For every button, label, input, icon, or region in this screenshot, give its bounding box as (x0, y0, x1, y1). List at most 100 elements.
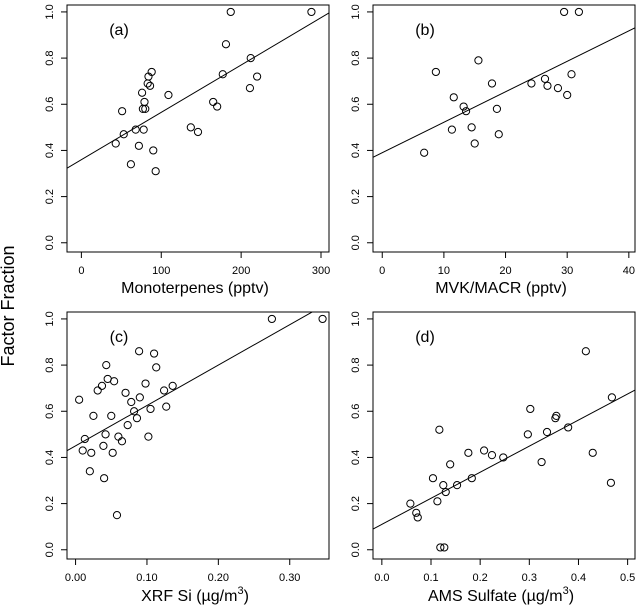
fit-line (373, 389, 635, 530)
data-point (159, 386, 169, 395)
plot-frame (372, 311, 636, 560)
y-tick-label: 0.4 (350, 450, 362, 465)
data-point (567, 70, 576, 79)
data-point (581, 347, 590, 356)
data-point (147, 67, 156, 77)
y-tick-label: 0.0 (350, 542, 362, 557)
data-point (121, 388, 130, 397)
data-point (132, 414, 142, 423)
y-tick-label: 0.2 (44, 496, 56, 511)
panel-3: (d) 0.0 0.1 0.2 0.3 0.4 0.5 0.0 0.2 0.4 0.6 0.8 1.0 A… (350, 311, 636, 605)
x-axis-title-main: XRF Si ( (141, 588, 202, 605)
panel-label: (d) (415, 329, 435, 346)
data-point (114, 432, 123, 441)
y-tick-label: 0.2 (350, 496, 362, 511)
panels: (a)0 100 200 3000.00.20.40.60.81.0Monoterpe… (44, 4, 636, 605)
data-point (131, 125, 140, 134)
data-point (146, 404, 155, 414)
data-point (111, 139, 120, 148)
data-point (526, 404, 535, 414)
data-point (479, 446, 489, 455)
y-axis-title: Factor Fraction (0, 245, 18, 366)
x-tick-label: 30 (561, 265, 573, 277)
y-tick-label: 0.0 (44, 235, 56, 250)
y-tick-label: 0.8 (44, 50, 56, 65)
y-tick-label: 0.6 (44, 97, 56, 112)
x-tick-label: 0.30 (279, 572, 300, 584)
data-point (135, 347, 144, 356)
data-point (406, 499, 415, 508)
x-tick-label: 0.2 (473, 572, 488, 584)
data-point (606, 478, 616, 487)
data-point (110, 377, 119, 386)
data-point (487, 79, 497, 88)
x-tick-label: 200 (232, 265, 250, 277)
data-point (209, 97, 218, 107)
data-point (134, 141, 143, 150)
data-point (89, 411, 98, 420)
data-point (439, 481, 448, 490)
data-point (112, 511, 122, 520)
data-point (464, 448, 473, 457)
x-tick-label: 100 (152, 265, 170, 277)
data-point (123, 421, 132, 430)
y-tick-label: 0.4 (44, 143, 56, 158)
x-axis-title-unit: µg/m (202, 588, 238, 605)
x-tick-label: 0.4 (571, 572, 586, 584)
y-tick-label: 0.8 (350, 50, 362, 65)
data-point (543, 81, 552, 90)
data-point (447, 125, 457, 134)
data-point (431, 67, 440, 77)
plot-frame (372, 4, 636, 253)
data-point (101, 430, 110, 439)
data-point (588, 448, 597, 457)
panel-label: (b) (415, 22, 435, 39)
x-tick-label: 0.20 (208, 572, 229, 584)
data-point (494, 130, 503, 139)
data-point (446, 460, 455, 469)
x-tick-label: 10 (438, 265, 450, 277)
data-point (433, 497, 442, 506)
fit-line (67, 12, 329, 169)
data-point (441, 487, 450, 497)
data-point (452, 481, 462, 490)
data-point (145, 81, 155, 90)
data-point (107, 411, 116, 420)
data-point (440, 543, 449, 552)
x-tick-label: 0.1 (423, 572, 438, 584)
data-point (102, 360, 111, 370)
data-point (560, 7, 569, 17)
y-tick-label: 0.4 (44, 450, 56, 465)
x-axis-title-close: ) (569, 588, 574, 605)
x-axis-title: Monoterpenes (pptv) (121, 280, 269, 297)
data-point (459, 102, 468, 111)
y-tick-label: 0.2 (44, 189, 56, 204)
panel-label: (c) (110, 329, 129, 346)
x-tick-label: 0.5 (620, 572, 635, 584)
data-point (607, 393, 616, 402)
x-tick-label: 20 (499, 265, 511, 277)
data-point (99, 441, 108, 450)
data-point (213, 102, 222, 111)
y-tick-label: 1.0 (350, 311, 362, 326)
data-point (168, 381, 177, 390)
data-point (246, 53, 255, 63)
y-tick-label: 1.0 (44, 4, 56, 19)
fit-line (67, 312, 314, 452)
data-point (449, 93, 458, 102)
data-point (108, 448, 117, 457)
data-point (474, 56, 483, 65)
data-point (149, 146, 158, 155)
data-point (226, 7, 235, 17)
x-tick-label: 0.10 (136, 572, 157, 584)
data-point (467, 474, 476, 483)
data-point (135, 393, 144, 402)
plot-frame (66, 4, 330, 253)
data-point (130, 407, 139, 416)
data-point (218, 70, 227, 79)
y-tick-label: 0.0 (350, 235, 362, 250)
x-tick-label: 0.3 (522, 572, 537, 584)
y-tick-label: 0.4 (350, 143, 362, 158)
data-point (461, 107, 471, 116)
data-point (553, 84, 563, 93)
